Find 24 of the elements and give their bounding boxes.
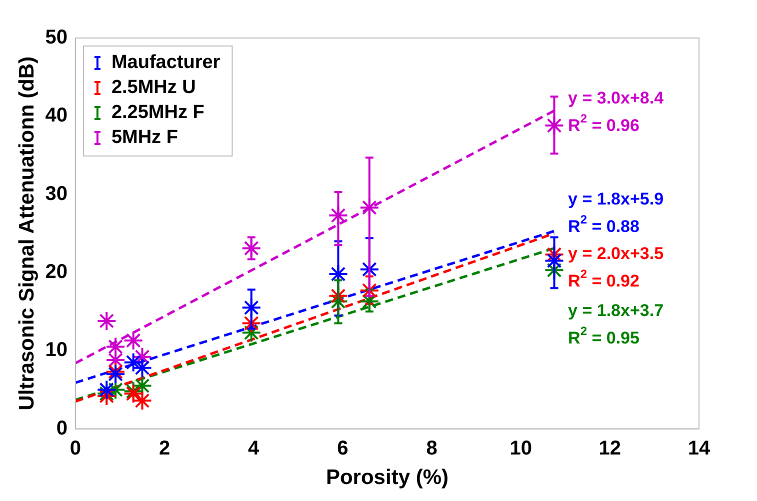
x-tick-label: 14 [688, 437, 711, 460]
y-tick-label: 30 [45, 182, 68, 205]
legend-label: 2.25MHz F [111, 102, 204, 124]
legend-label: Maufacturer [111, 52, 221, 74]
annotation: y = 3.0x+8.4 [568, 88, 664, 108]
annotation: y = 1.8x+5.9 [568, 189, 664, 208]
y-tick-label: 20 [45, 260, 68, 283]
x-tick-label: 8 [426, 437, 438, 460]
y-tick-label: 10 [45, 339, 68, 362]
x-tick-label: 10 [510, 437, 532, 460]
x-tick-label: 12 [598, 437, 622, 460]
y-tick-label: 40 [45, 104, 68, 127]
y-axis-title: Ultrasonic Signal Attenuationn (dB) [15, 56, 38, 410]
annotation: y = 1.8x+3.7 [568, 301, 664, 320]
y-tick-label: 0 [56, 417, 68, 440]
x-tick-label: 4 [248, 437, 260, 460]
legend-label: 5MHz F [111, 127, 178, 148]
annotation: y = 2.0x+3.5 [568, 244, 664, 264]
y-tick-label: 50 [45, 26, 68, 49]
legend-label: 2.5MHz U [111, 77, 196, 98]
x-tick-label: 0 [70, 437, 82, 460]
x-tick-label: 6 [337, 437, 348, 460]
x-axis-title: Porosity (%) [326, 466, 448, 490]
x-tick-label: 2 [158, 437, 170, 460]
